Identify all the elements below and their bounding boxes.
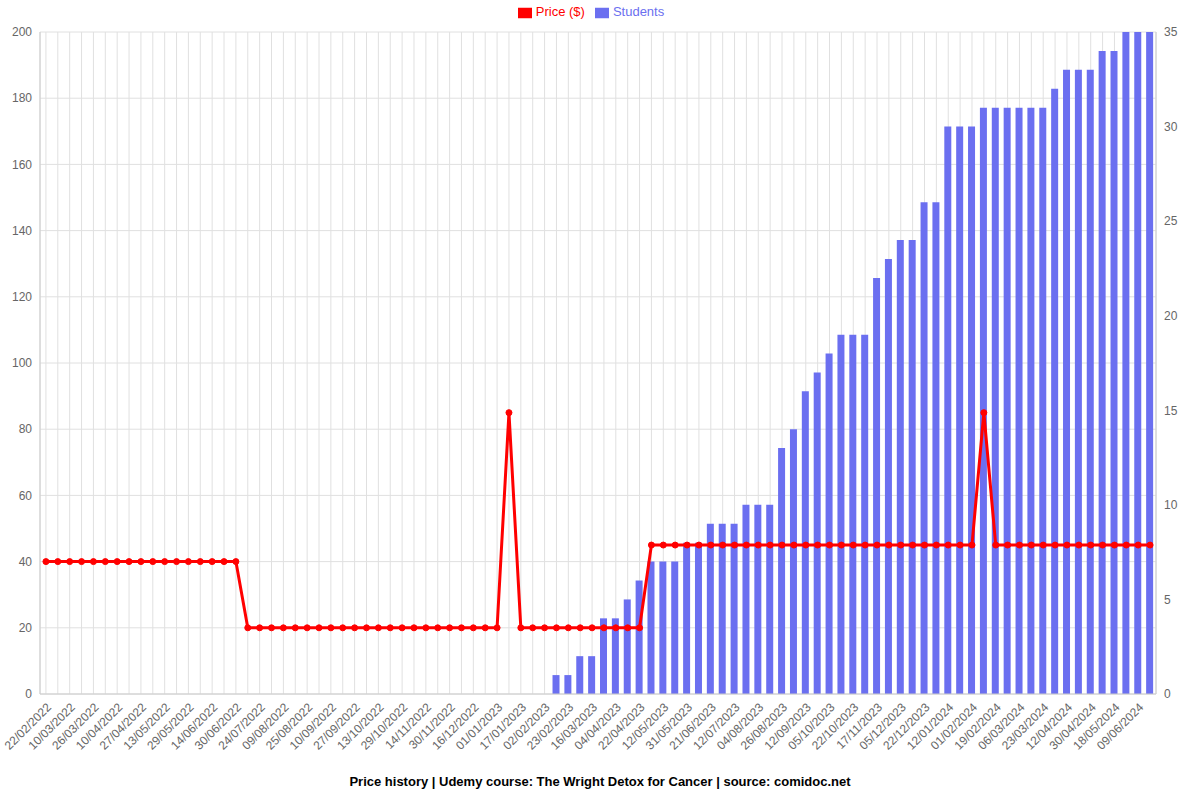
svg-text:16/12/2022: 16/12/2022 (429, 700, 482, 753)
svg-text:30/04/2024: 30/04/2024 (1046, 700, 1099, 753)
svg-text:200: 200 (12, 25, 32, 39)
svg-text:25: 25 (1164, 214, 1178, 228)
svg-text:40: 40 (19, 555, 33, 569)
svg-text:140: 140 (12, 224, 32, 238)
svg-text:09/08/2022: 09/08/2022 (239, 700, 292, 753)
svg-text:06/03/2024: 06/03/2024 (975, 700, 1028, 753)
svg-text:29/10/2022: 29/10/2022 (357, 700, 411, 753)
svg-text:12/05/2023: 12/05/2023 (619, 700, 672, 753)
svg-text:15: 15 (1164, 404, 1178, 418)
svg-text:18/05/2024: 18/05/2024 (1070, 700, 1123, 753)
svg-text:30: 30 (1164, 120, 1178, 134)
svg-text:35: 35 (1164, 25, 1178, 39)
svg-text:22/10/2023: 22/10/2023 (809, 700, 862, 753)
svg-text:10: 10 (1164, 498, 1178, 512)
svg-text:16/03/2023: 16/03/2023 (547, 700, 601, 753)
svg-text:12/01/2024: 12/01/2024 (904, 700, 957, 753)
svg-text:01/02/2024: 01/02/2024 (927, 700, 981, 753)
svg-text:0: 0 (25, 687, 32, 701)
svg-text:14/11/2022: 14/11/2022 (382, 700, 434, 752)
svg-text:01/01/2023: 01/01/2023 (452, 700, 506, 753)
svg-text:29/05/2022: 29/05/2022 (144, 700, 197, 753)
html-text:Price history | Udemy course:: Price history | Udemy course: The Wright… (349, 774, 851, 789)
svg-text:04/04/2023: 04/04/2023 (571, 700, 624, 753)
svg-text:26/03/2022: 26/03/2022 (49, 700, 102, 753)
svg-text:13/10/2022: 13/10/2022 (334, 700, 387, 753)
svg-text:27/09/2022: 27/09/2022 (310, 700, 363, 753)
html-text:Students: Students (612, 4, 665, 19)
svg-text:17/01/2023: 17/01/2023 (476, 700, 529, 753)
svg-text:23/02/2023: 23/02/2023 (524, 700, 577, 753)
html-text:Price ($): Price ($) (535, 4, 585, 19)
svg-text:12/09/2023: 12/09/2023 (761, 700, 814, 753)
svg-text:22/04/2023: 22/04/2023 (595, 700, 648, 753)
svg-text:17/11/2023: 17/11/2023 (833, 700, 886, 752)
svg-text:30/06/2022: 30/06/2022 (191, 700, 244, 753)
svg-text:19/02/2024: 19/02/2024 (951, 700, 1004, 753)
svg-text:10/04/2022: 10/04/2022 (72, 700, 126, 753)
svg-text:25/08/2022: 25/08/2022 (262, 700, 316, 753)
svg-text:27/04/2022: 27/04/2022 (96, 700, 150, 753)
svg-text:0: 0 (1164, 687, 1171, 701)
svg-text:14/06/2022: 14/06/2022 (167, 700, 221, 753)
svg-text:21/06/2023: 21/06/2023 (666, 700, 719, 753)
svg-text:20: 20 (19, 621, 33, 635)
svg-text:120: 120 (12, 290, 32, 304)
svg-text:31/05/2023: 31/05/2023 (642, 700, 696, 753)
svg-text:180: 180 (12, 91, 32, 105)
svg-text:160: 160 (12, 158, 32, 172)
svg-text:24/07/2022: 24/07/2022 (215, 700, 268, 753)
svg-text:09/06/2024: 09/06/2024 (1094, 700, 1147, 753)
svg-text:26/08/2023: 26/08/2023 (737, 700, 791, 753)
svg-text:12/07/2023: 12/07/2023 (690, 700, 743, 753)
svg-text:23/03/2024: 23/03/2024 (999, 700, 1052, 753)
svg-text:30/11/2022: 30/11/2022 (406, 700, 458, 752)
svg-text:10/03/2022: 10/03/2022 (25, 700, 78, 753)
svg-text:100: 100 (12, 356, 32, 370)
svg-text:80: 80 (19, 422, 33, 436)
svg-text:60: 60 (19, 489, 33, 503)
svg-text:05/10/2023: 05/10/2023 (785, 700, 838, 753)
svg-text:12/04/2024: 12/04/2024 (1022, 700, 1076, 753)
svg-text:22/12/2023: 22/12/2023 (880, 700, 933, 753)
svg-text:20: 20 (1164, 309, 1178, 323)
svg-text:13/05/2022: 13/05/2022 (120, 700, 173, 753)
svg-text:10/09/2022: 10/09/2022 (286, 700, 339, 753)
svg-text:02/02/2023: 02/02/2023 (500, 700, 553, 753)
svg-text:05/12/2023: 05/12/2023 (856, 700, 909, 753)
svg-text:5: 5 (1164, 593, 1171, 607)
svg-text:04/08/2023: 04/08/2023 (714, 700, 767, 753)
